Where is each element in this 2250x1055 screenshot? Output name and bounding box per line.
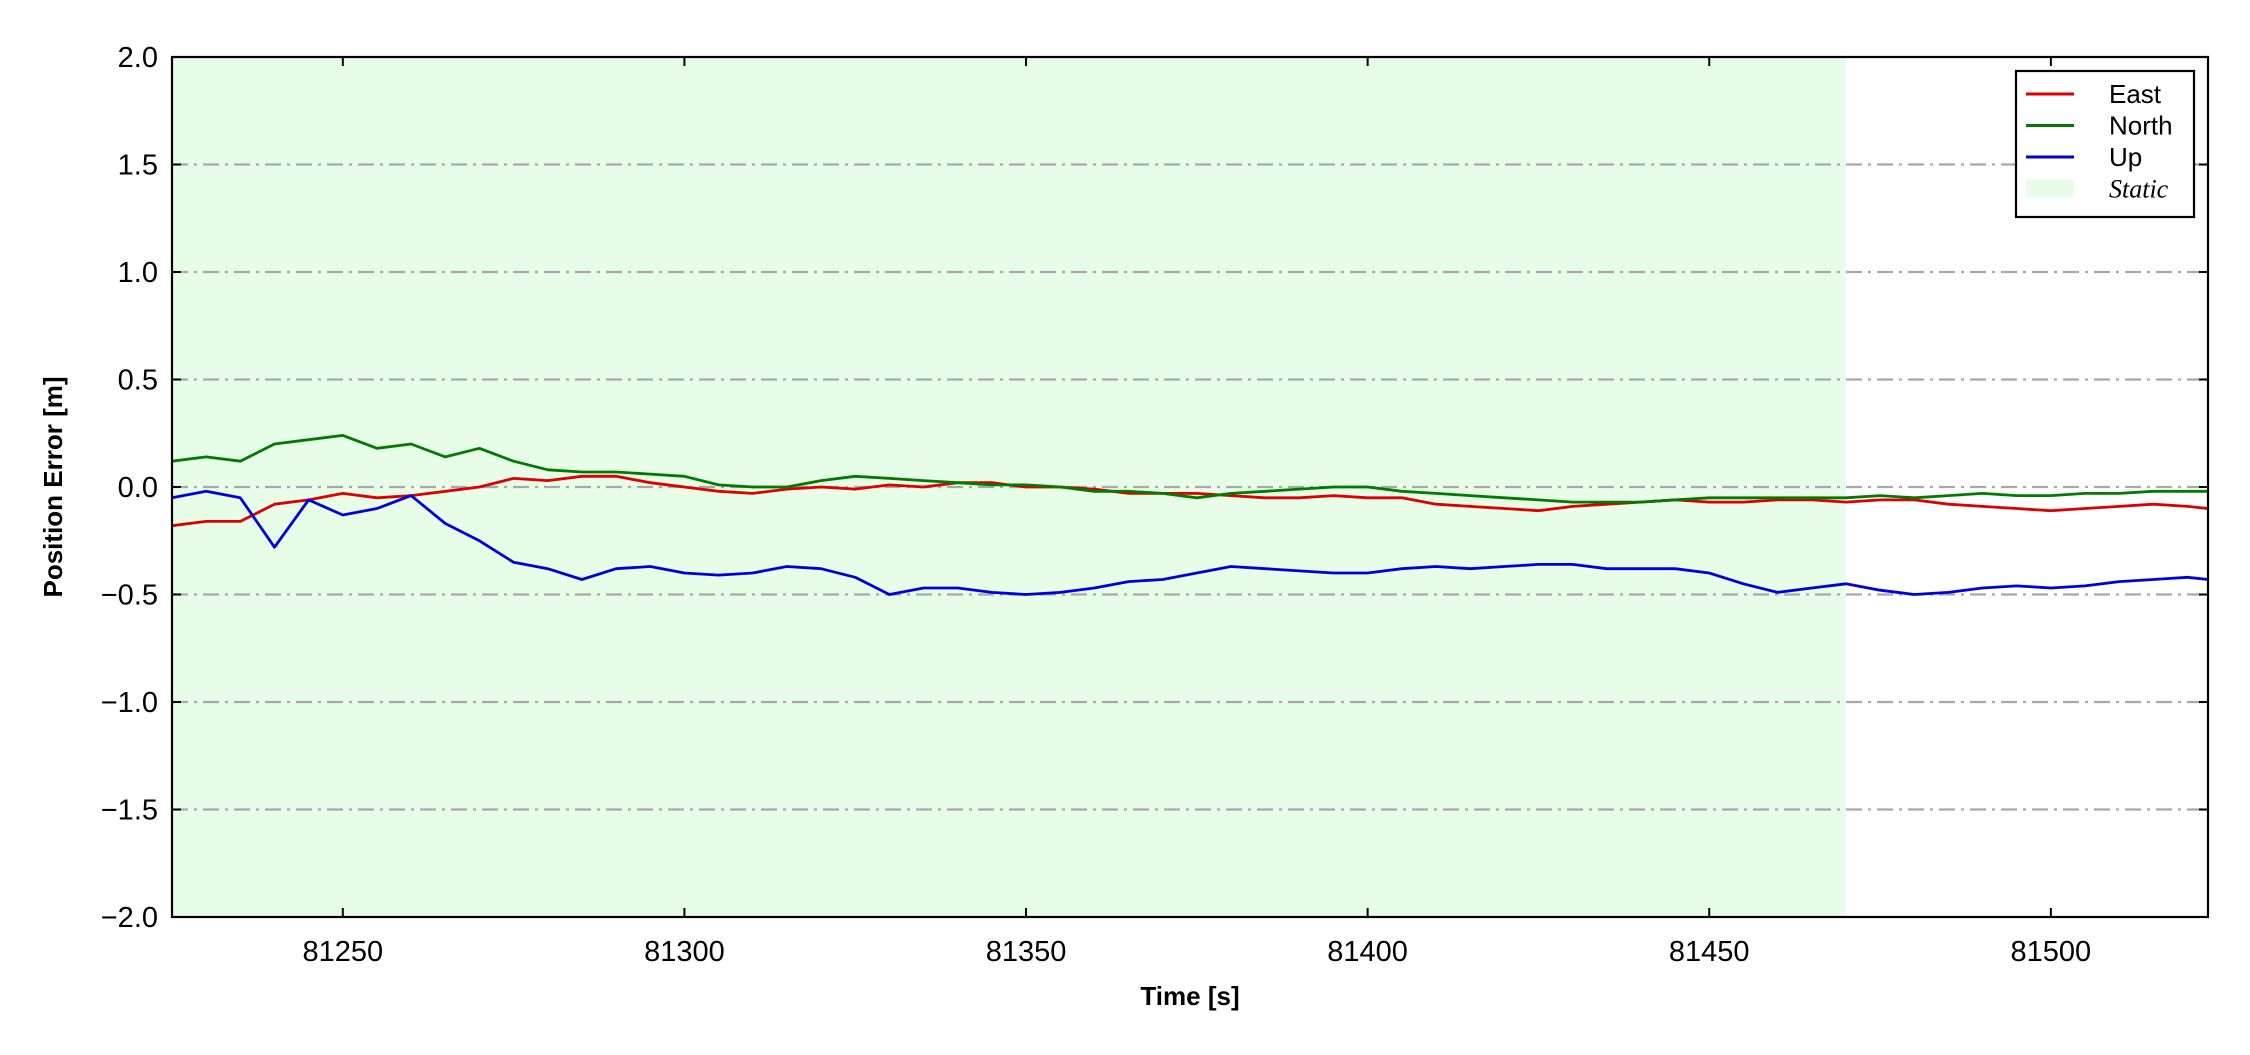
series-line-up [171, 489, 2209, 596]
y-tick-label: 1.5 [118, 150, 158, 182]
legend-swatch-static [2026, 179, 2074, 198]
y-tick-label: 1.0 [118, 257, 158, 289]
series-layer [171, 433, 2209, 596]
y-tick-label: −2.0 [101, 902, 158, 934]
static-shaded-region [172, 57, 1846, 917]
grid-layer [172, 163, 2208, 811]
x-tick-label: 81250 [302, 936, 383, 968]
y-tick-label: −1.0 [101, 687, 158, 719]
x-tick-label: 81350 [986, 936, 1067, 968]
y-axis-title: Position Error [m] [38, 376, 68, 597]
legend-label-static: Static [2109, 175, 2169, 204]
y-tick-label: 2.0 [118, 42, 158, 74]
legend-label-up: Up [2109, 142, 2142, 172]
tick-layer: 81250 81300 81350 81400 81450 81500 −2.0 −1.5 −1… [101, 42, 2208, 968]
y-tick-label: −1.5 [101, 795, 158, 827]
static-shaded-region-layer [172, 57, 1846, 917]
x-tick-label: 81450 [1669, 936, 1750, 968]
x-axis-title: Time [s] [1140, 981, 1239, 1011]
x-tick-label: 81500 [2011, 936, 2092, 968]
x-tick-label: 81300 [644, 936, 725, 968]
y-tick-label: 0.5 [118, 365, 158, 397]
series-line-east [171, 474, 2209, 528]
series-line-north [171, 433, 2208, 504]
legend-label-north: North [2109, 111, 2173, 141]
legend-label-east: East [2109, 79, 2162, 109]
x-tick-label: 81400 [1327, 936, 1408, 968]
y-tick-label: 0.0 [118, 472, 158, 504]
y-tick-label: −0.5 [101, 580, 158, 612]
